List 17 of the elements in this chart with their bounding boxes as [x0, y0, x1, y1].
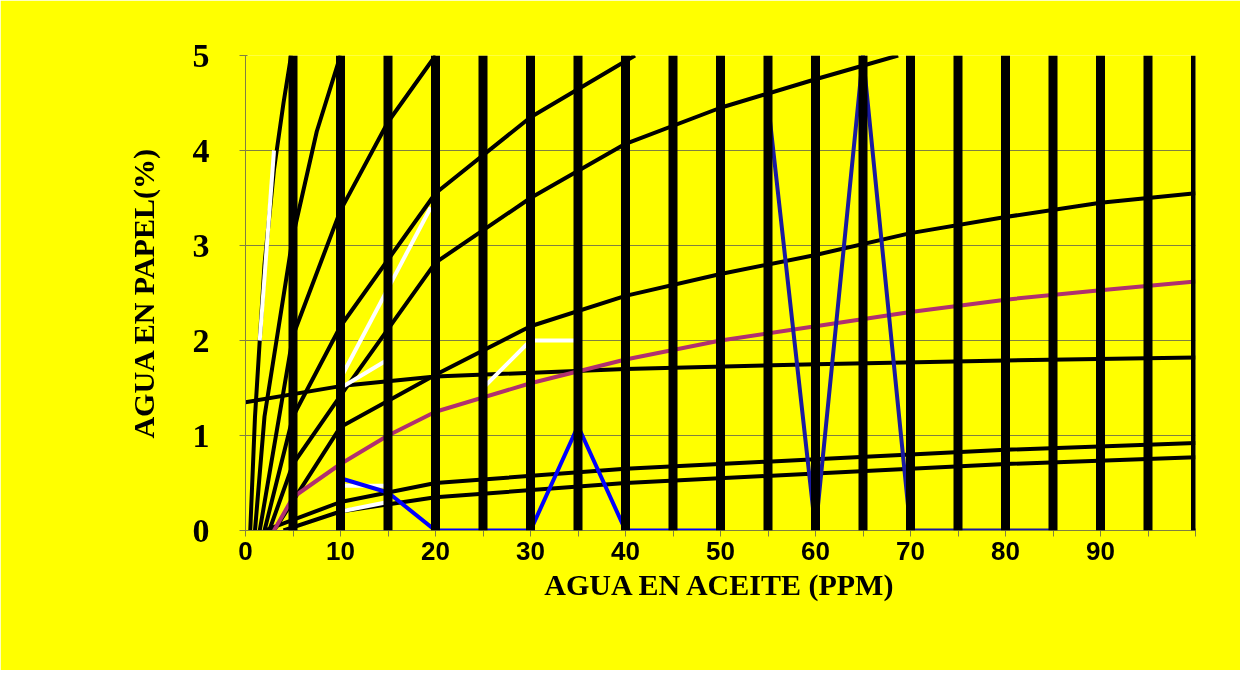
x-tick-label: 80 [991, 535, 1020, 566]
x-tick-label: 90 [1086, 535, 1115, 566]
y-tick-label: 2 [192, 321, 210, 359]
x-tick-label: 0 [238, 535, 253, 566]
x-tick-label: 50 [706, 535, 735, 566]
x-tick-label: 40 [611, 535, 640, 566]
x-tick-label: 10 [326, 535, 355, 566]
x-axis-title: AGUA EN ACEITE (PPM) [544, 567, 894, 602]
y-tick-label: 4 [192, 131, 210, 169]
x-tick-label: 30 [516, 535, 545, 566]
y-tick-label: 5 [192, 36, 210, 74]
y-axis-title: AGUA EN PAPEL(%) [126, 149, 161, 439]
y-tick-label: 1 [192, 416, 210, 454]
x-tick-label: 20 [421, 535, 450, 566]
x-tick-label: 60 [801, 535, 830, 566]
x-tick-label: 70 [896, 535, 925, 566]
y-tick-label: 3 [192, 226, 210, 264]
